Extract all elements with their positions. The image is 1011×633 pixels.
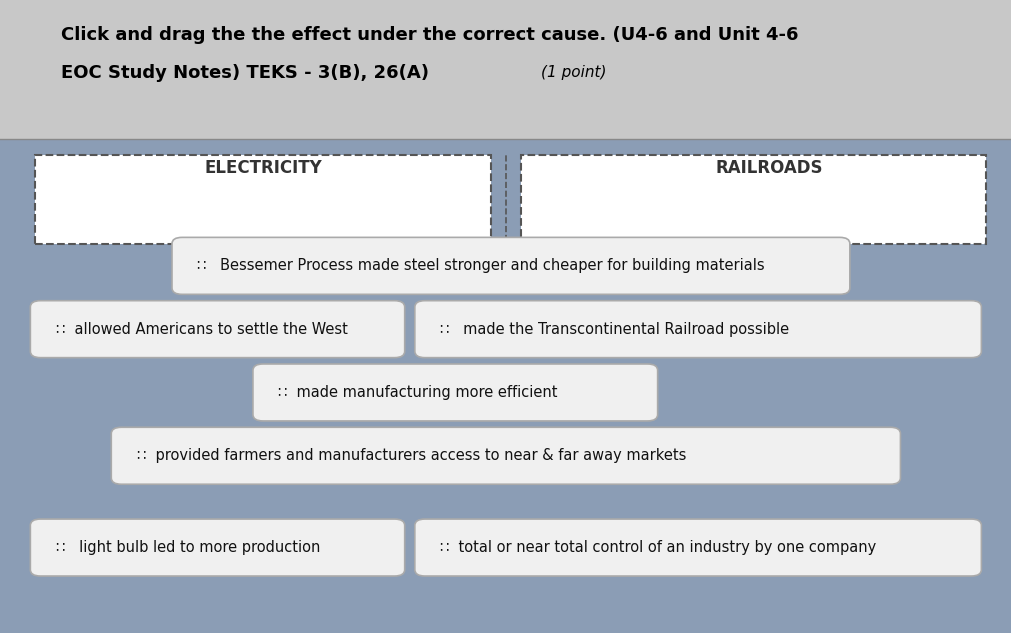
- Text: ELECTRICITY: ELECTRICITY: [204, 159, 321, 177]
- Text: (1 point): (1 point): [541, 65, 607, 80]
- Text: ∷   made the Transcontinental Railroad possible: ∷ made the Transcontinental Railroad pos…: [440, 322, 789, 337]
- FancyBboxPatch shape: [521, 155, 986, 244]
- FancyBboxPatch shape: [35, 155, 490, 244]
- FancyBboxPatch shape: [253, 364, 657, 421]
- Text: ∷  allowed Americans to settle the West: ∷ allowed Americans to settle the West: [56, 322, 347, 337]
- Bar: [0, 139, 1011, 633]
- Text: EOC Study Notes) TEKS - 3(B), 26(A): EOC Study Notes) TEKS - 3(B), 26(A): [61, 64, 429, 82]
- Text: ∷  provided farmers and manufacturers access to near & far away markets: ∷ provided farmers and manufacturers acc…: [136, 448, 685, 463]
- Text: ∷   Bessemer Process made steel stronger and cheaper for building materials: ∷ Bessemer Process made steel stronger a…: [197, 258, 764, 273]
- Text: RAILROADS: RAILROADS: [715, 159, 822, 177]
- FancyBboxPatch shape: [415, 519, 981, 576]
- Text: ∷   light bulb led to more production: ∷ light bulb led to more production: [56, 540, 319, 555]
- Bar: [0, 0, 1011, 139]
- Text: ∷  total or near total control of an industry by one company: ∷ total or near total control of an indu…: [440, 540, 876, 555]
- FancyBboxPatch shape: [415, 301, 981, 358]
- FancyBboxPatch shape: [111, 427, 900, 484]
- Text: ∷  made manufacturing more efficient: ∷ made manufacturing more efficient: [278, 385, 557, 400]
- FancyBboxPatch shape: [30, 519, 404, 576]
- FancyBboxPatch shape: [172, 237, 849, 294]
- Text: Click and drag the the effect under the correct cause. (U4-6 and Unit 4-6: Click and drag the the effect under the …: [61, 26, 798, 44]
- FancyBboxPatch shape: [30, 301, 404, 358]
